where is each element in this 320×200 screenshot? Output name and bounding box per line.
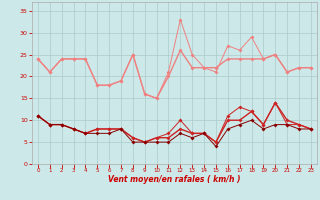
X-axis label: Vent moyen/en rafales ( km/h ): Vent moyen/en rafales ( km/h ) [108, 175, 241, 184]
